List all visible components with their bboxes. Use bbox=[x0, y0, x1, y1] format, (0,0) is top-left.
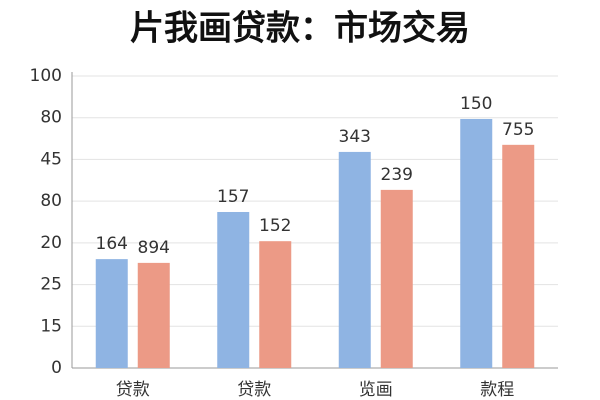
x-tick-label: 贷款 bbox=[116, 380, 150, 400]
y-tick-label: 80 bbox=[40, 191, 62, 211]
x-tick-label: 览画 bbox=[359, 380, 393, 400]
data-label: 157 bbox=[217, 187, 249, 207]
data-label: 150 bbox=[460, 94, 492, 114]
data-label: 239 bbox=[381, 165, 413, 185]
bar bbox=[217, 211, 250, 368]
chart-title: 片我画贷款：市场交易 bbox=[130, 9, 470, 49]
data-label: 152 bbox=[259, 216, 291, 236]
y-tick-label: 15 bbox=[40, 316, 62, 336]
y-tick-label: 45 bbox=[40, 149, 62, 169]
y-tick-label: 25 bbox=[40, 275, 62, 295]
bar bbox=[338, 151, 371, 368]
y-tick-label: 80 bbox=[40, 108, 62, 128]
y-tick-label: 0 bbox=[51, 358, 62, 378]
data-label: 894 bbox=[138, 238, 170, 258]
bar bbox=[95, 259, 128, 368]
bar bbox=[502, 144, 535, 368]
bar bbox=[380, 189, 413, 368]
x-tick-label: 款程 bbox=[480, 380, 514, 400]
y-tick-label: 20 bbox=[40, 233, 62, 253]
x-tick-label: 贷款 bbox=[237, 380, 271, 400]
bar bbox=[259, 241, 292, 368]
y-tick-label: 100 bbox=[30, 66, 62, 86]
data-label: 343 bbox=[339, 127, 371, 147]
bar bbox=[137, 262, 170, 368]
bar bbox=[460, 118, 493, 368]
data-label: 164 bbox=[96, 234, 128, 254]
data-label: 755 bbox=[502, 120, 534, 140]
